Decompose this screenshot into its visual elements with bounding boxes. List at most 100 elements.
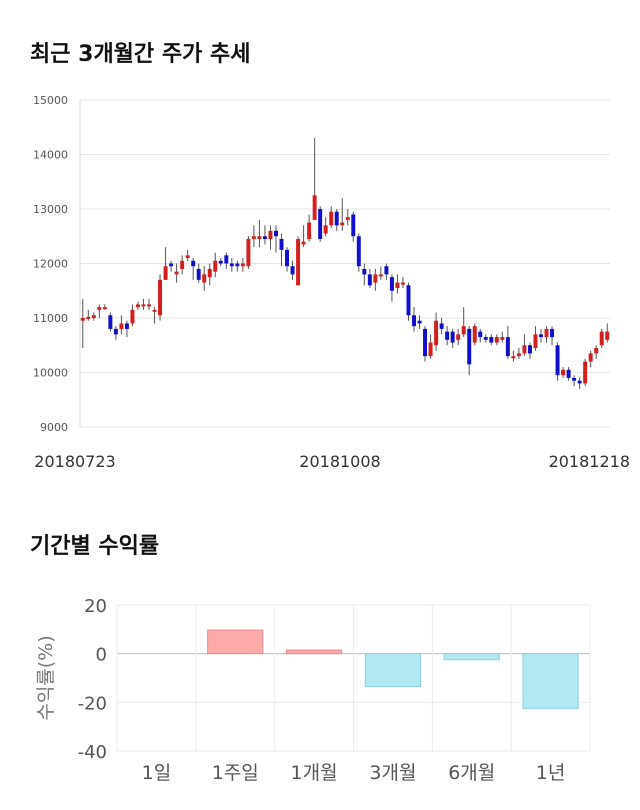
candle-body: [406, 285, 411, 316]
candle-body: [97, 307, 102, 310]
candle-body: [566, 369, 571, 378]
candle-body: [539, 334, 543, 338]
candle-body: [511, 356, 516, 359]
candle-body: [588, 353, 593, 362]
candle-body: [285, 249, 290, 267]
return-bar: [285, 649, 343, 655]
candle-body: [224, 255, 229, 264]
candle-body: [301, 241, 306, 245]
candle-body: [218, 260, 223, 264]
candle-body: [240, 263, 245, 267]
bar-x-tick-label: 1주일: [212, 762, 259, 784]
candle-body: [124, 323, 129, 329]
candle-body: [163, 266, 168, 280]
candle-body: [478, 331, 483, 338]
bar-x-tick-label: 1년: [536, 762, 566, 784]
candle-body: [572, 377, 577, 381]
candle-body: [467, 328, 472, 365]
bar-x-tick-label: 1일: [142, 762, 172, 784]
candle-body: [417, 320, 422, 324]
candle-body: [389, 277, 394, 291]
candle-x-tick-label: 20180723: [34, 452, 115, 471]
bar-y-tick-label: -20: [78, 693, 107, 714]
candle-y-tick-label: 9000: [40, 421, 68, 434]
candle-body: [180, 260, 185, 269]
candle-x-tick-label: 20181218: [549, 452, 630, 471]
return-bar: [443, 653, 500, 661]
candle-body: [91, 315, 96, 318]
candle-body: [516, 353, 521, 357]
candle-body: [522, 345, 527, 354]
bar-x-tick-labels: 1일 1주일 1개월 3개월 6개월 1년: [142, 762, 566, 784]
candle-body: [80, 318, 85, 321]
candle-body: [577, 380, 582, 384]
candle-body: [434, 320, 439, 346]
candle-body: [130, 309, 135, 324]
bar-x-tick-label: 6개월: [448, 762, 495, 784]
candle-body: [395, 282, 400, 289]
candle-body: [356, 236, 361, 267]
candle-body: [461, 326, 466, 335]
candle-body: [257, 236, 262, 239]
candle-y-tick-label: 10000: [33, 367, 68, 380]
candle-body: [428, 342, 433, 357]
candle-body: [185, 255, 190, 259]
candle-body: [544, 328, 549, 338]
candle-body: [527, 345, 532, 354]
candle-body: [274, 230, 278, 237]
candle-body: [362, 268, 367, 275]
candle-body: [251, 236, 256, 239]
candle-body: [450, 331, 455, 343]
candle-y-tick-label: 15000: [33, 94, 68, 107]
bar-gridlines: [116, 604, 591, 752]
candle-body: [340, 222, 345, 226]
candle-body: [147, 304, 151, 307]
candle-body: [113, 328, 118, 335]
candle-body: [412, 315, 416, 327]
candle-body: [373, 274, 378, 283]
candle-body: [439, 323, 444, 329]
candle-y-tick-label: 14000: [33, 149, 68, 162]
candle-x-tick-labels: 20180723 20181008 20181218: [34, 452, 630, 471]
candle-body: [384, 266, 389, 275]
candle-x-tick-label: 20181008: [299, 452, 380, 471]
candle-body: [102, 307, 107, 310]
candle-body: [605, 331, 610, 340]
candle-body: [533, 334, 538, 348]
candle-body: [307, 222, 312, 239]
candle-body: [262, 236, 267, 239]
return-bar: [364, 653, 422, 688]
candle-body: [246, 238, 251, 267]
candle-y-tick-label: 12000: [33, 258, 68, 271]
candle-body: [86, 316, 91, 319]
candle-body: [135, 304, 140, 308]
candle-body: [505, 337, 510, 357]
candle-body: [202, 274, 207, 283]
candle-gridlines: [79, 99, 610, 428]
candle-body: [351, 214, 356, 237]
candle-body: [550, 328, 555, 338]
candle-y-tick-labels: 15000 14000 13000 12000 11000 10000 9000: [33, 94, 68, 434]
candle-body: [229, 263, 234, 267]
candle-body: [141, 304, 146, 307]
candle-body: [345, 217, 350, 220]
bar-y-axis-label: 수익률(%): [35, 635, 57, 720]
candle-body: [334, 211, 339, 226]
candle-body: [494, 337, 499, 343]
bar-x-tick-label: 1개월: [291, 762, 338, 784]
bar-y-tick-label: -40: [78, 742, 107, 763]
candle-body: [561, 369, 566, 376]
bar-x-tick-label: 3개월: [369, 762, 416, 784]
candlestick-chart: 15000 14000 13000 12000 11000 10000 9000 20180…: [33, 94, 630, 471]
candle-body: [400, 282, 405, 285]
candle-body: [191, 260, 196, 267]
candle-y-tick-label: 11000: [33, 312, 68, 325]
candle-body: [555, 345, 560, 376]
candle-body: [483, 337, 488, 340]
candle-body: [423, 328, 428, 357]
candle-body: [445, 331, 450, 340]
candle-body: [489, 337, 494, 343]
candle-body: [235, 263, 240, 267]
candle-body: [174, 271, 179, 275]
return-bar: [207, 629, 264, 655]
